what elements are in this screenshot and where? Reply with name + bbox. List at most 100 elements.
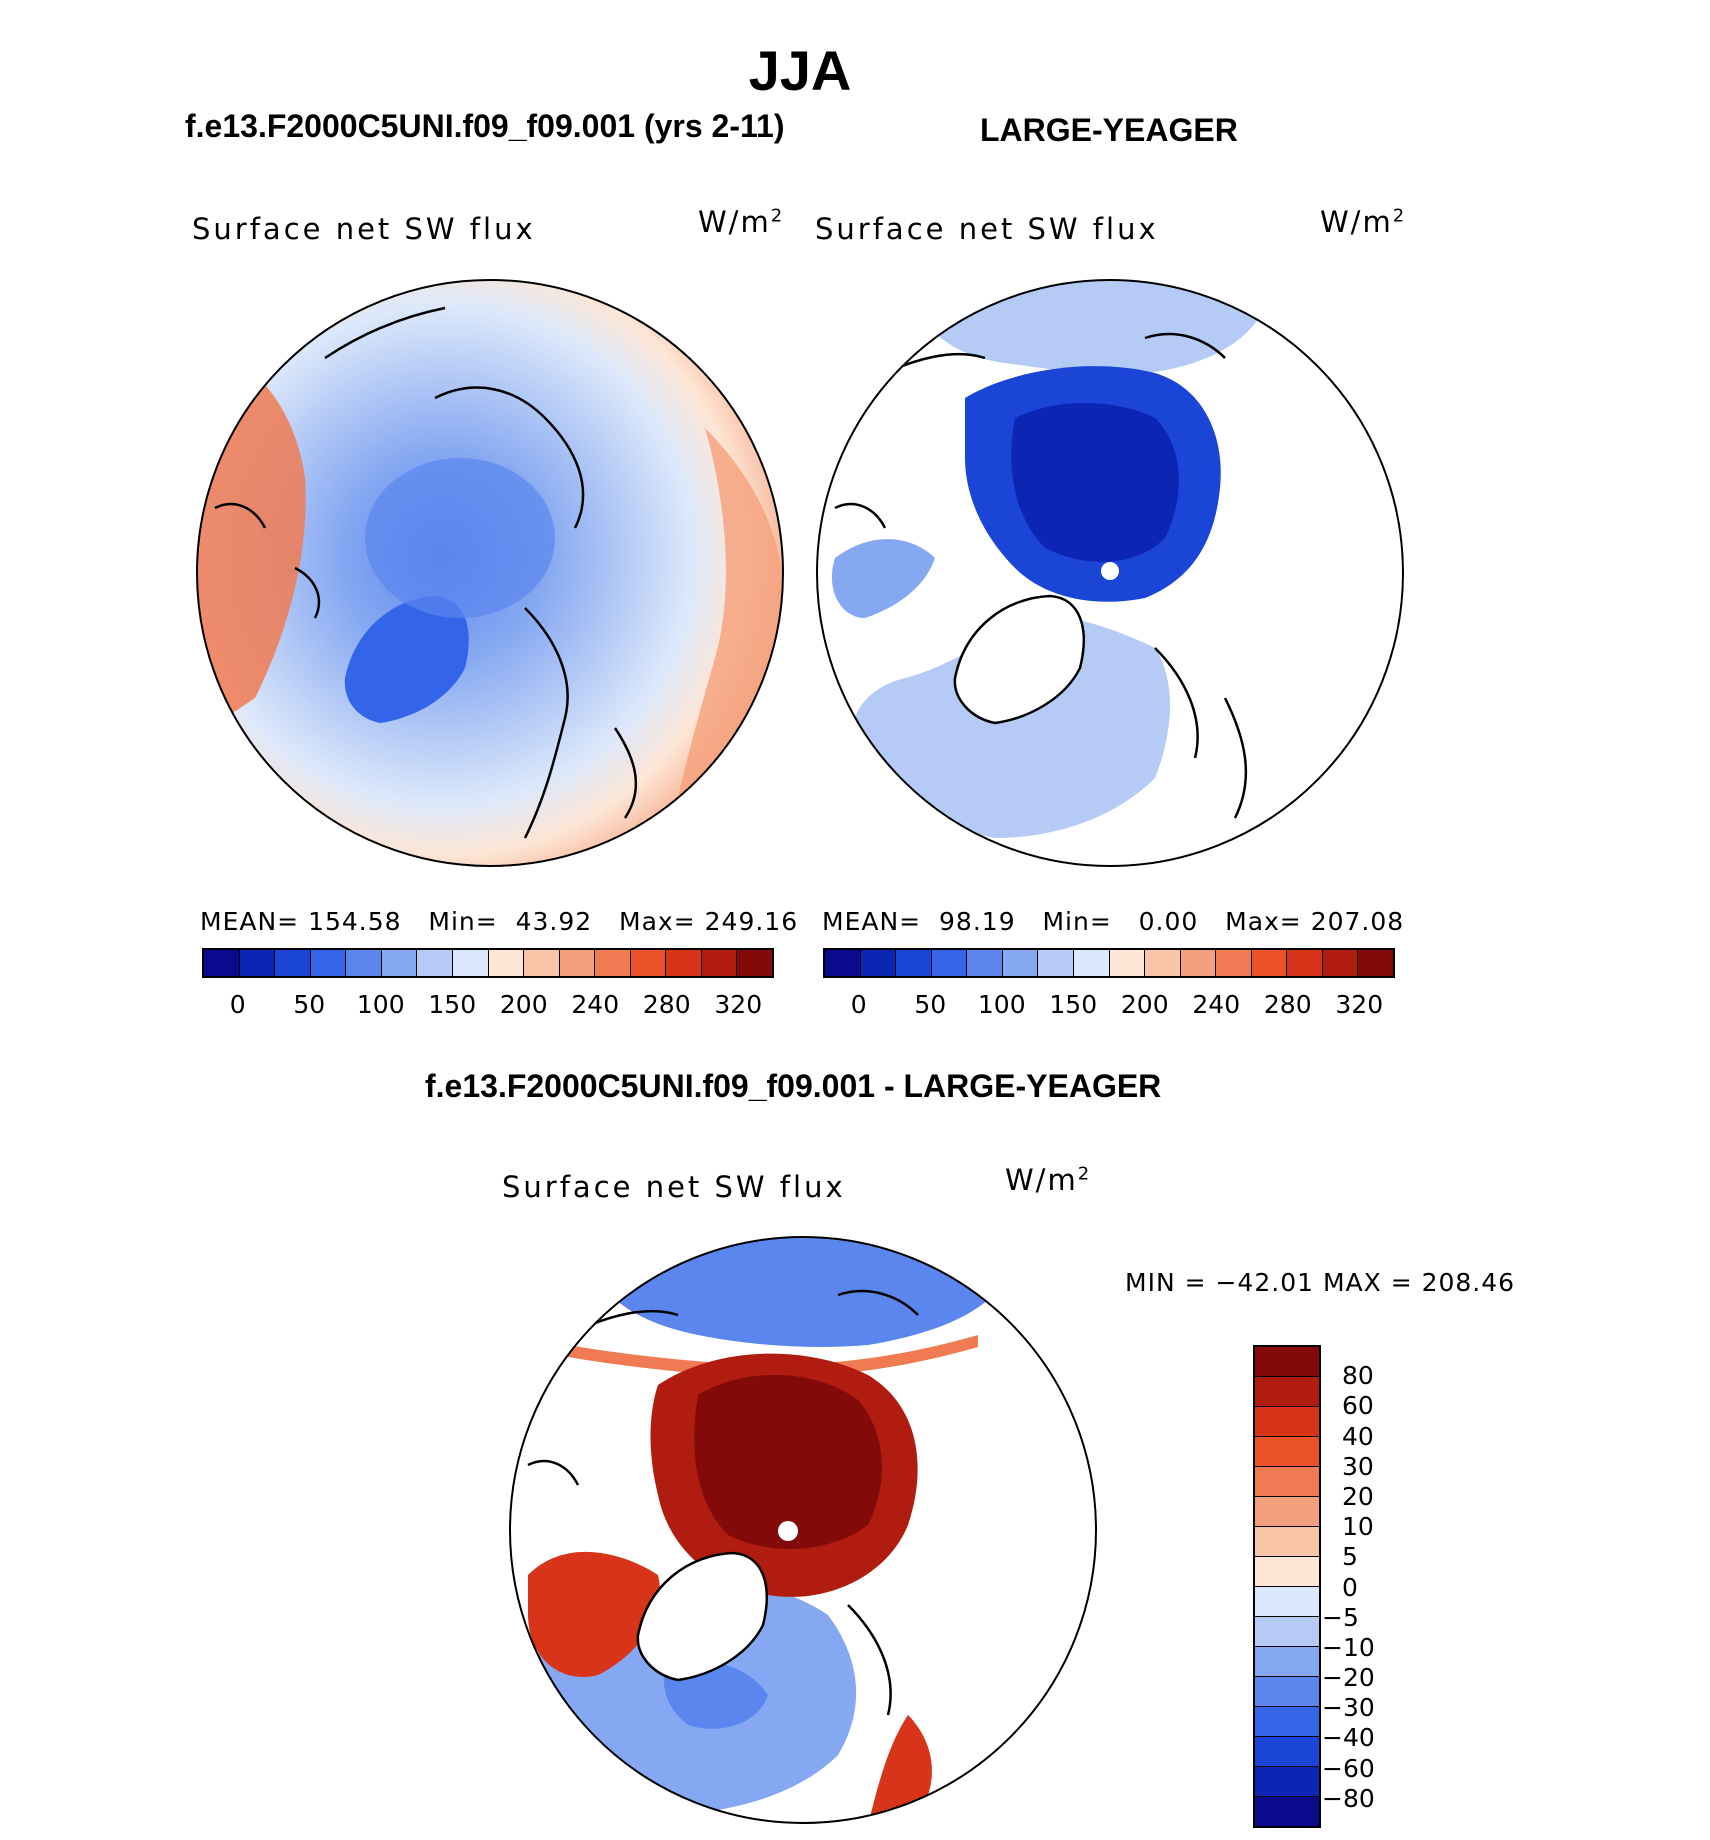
colorbar-tick-label: 30 bbox=[1342, 1451, 1374, 1481]
colorbar-swatch bbox=[416, 950, 452, 976]
panel1-variable-label: Surface net SW flux bbox=[192, 212, 536, 246]
colorbar-tick-label: 50 bbox=[914, 990, 947, 1019]
colorbar-swatch bbox=[700, 950, 737, 976]
colorbar-swatch bbox=[1255, 1586, 1319, 1616]
panel2-case-title: LARGE-YEAGER bbox=[980, 112, 1238, 148]
colorbar-swatch bbox=[665, 950, 701, 976]
colorbar-tick-label: 240 bbox=[571, 990, 620, 1019]
colorbar-tick-label: −20 bbox=[1322, 1663, 1375, 1693]
panel2-colorbar bbox=[823, 948, 1395, 978]
colorbar-swatch bbox=[1108, 950, 1145, 976]
panel2-sea-ice-core bbox=[1011, 403, 1179, 562]
colorbar-swatch bbox=[451, 950, 488, 976]
panel1-colorbar bbox=[202, 948, 774, 978]
colorbar-tick-label: −5 bbox=[1322, 1602, 1359, 1632]
colorbar-swatch bbox=[1255, 1556, 1319, 1586]
colorbar-swatch bbox=[1072, 950, 1109, 976]
colorbar-tick-label: −30 bbox=[1322, 1693, 1375, 1723]
colorbar-swatch bbox=[1255, 1526, 1319, 1556]
panel2-variable-label: Surface net SW flux bbox=[815, 212, 1159, 246]
colorbar-tick-label: 320 bbox=[1335, 990, 1384, 1019]
panel2-stats: MEAN= 98.19 Min= 0.00 Max= 207.08 bbox=[822, 907, 1405, 936]
colorbar-tick-label: 150 bbox=[428, 990, 477, 1019]
diff-pole-hole bbox=[778, 1521, 798, 1541]
panel2-atlantic-region bbox=[852, 608, 1170, 838]
colorbar-swatch bbox=[309, 950, 346, 976]
colorbar-swatch bbox=[1255, 1796, 1319, 1826]
colorbar-swatch bbox=[1255, 1676, 1319, 1706]
colorbar-swatch bbox=[1255, 1706, 1319, 1736]
colorbar-swatch bbox=[859, 950, 896, 976]
colorbar-swatch bbox=[1255, 1436, 1319, 1466]
colorbar-tick-label: 10 bbox=[1342, 1512, 1374, 1542]
colorbar-tick-label: 240 bbox=[1192, 990, 1241, 1019]
diff-variable-label: Surface net SW flux bbox=[502, 1170, 846, 1204]
colorbar-swatch bbox=[1255, 1466, 1319, 1496]
panel2-coastline bbox=[834, 332, 1248, 819]
panel1-coastline bbox=[214, 306, 638, 839]
colorbar-swatch bbox=[1144, 950, 1180, 976]
panel2-polar-map bbox=[816, 279, 1404, 867]
diff-ice-edge-band bbox=[528, 1551, 660, 1677]
diff-sea-ice-loss-core bbox=[694, 1374, 882, 1549]
colorbar-tick-label: 100 bbox=[356, 990, 405, 1019]
colorbar-swatch bbox=[1255, 1646, 1319, 1676]
colorbar-swatch bbox=[238, 950, 275, 976]
diff-colorbar bbox=[1253, 1345, 1321, 1828]
colorbar-swatch bbox=[274, 950, 310, 976]
colorbar-swatch bbox=[523, 950, 559, 976]
colorbar-swatch bbox=[1037, 950, 1073, 976]
diff-colorbar-ticks: 80 60 40 30 20 10 5 0 −5 −10 −20 −30 −40 −60 −80 bbox=[1322, 1345, 1450, 1828]
colorbar-tick-label: 0 bbox=[1342, 1572, 1358, 1602]
panel1-stats: MEAN= 154.58 Min= 43.92 Max= 249.16 bbox=[200, 907, 799, 936]
panel1-arctic-core bbox=[365, 458, 555, 618]
panel2-colorbar-ticks: 0 50 100 150 200 240 280 320 bbox=[823, 990, 1395, 1020]
colorbar-swatch bbox=[1255, 1496, 1319, 1526]
diff-polar-map bbox=[509, 1236, 1097, 1824]
colorbar-swatch bbox=[1286, 950, 1322, 976]
colorbar-swatch bbox=[204, 950, 239, 976]
colorbar-tick-label: 280 bbox=[642, 990, 691, 1019]
colorbar-swatch bbox=[1179, 950, 1216, 976]
colorbar-tick-label: 20 bbox=[1342, 1481, 1374, 1511]
panel1-colorbar-ticks: 0 50 100 150 200 240 280 320 bbox=[202, 990, 774, 1020]
diff-greenland bbox=[636, 1551, 768, 1682]
colorbar-swatch bbox=[825, 950, 860, 976]
colorbar-swatch bbox=[966, 950, 1002, 976]
colorbar-tick-label: −80 bbox=[1322, 1783, 1375, 1813]
colorbar-swatch bbox=[1255, 1616, 1319, 1646]
colorbar-tick-label: 50 bbox=[293, 990, 326, 1019]
panel2-hudson-region bbox=[831, 539, 935, 618]
diff-units: W/m2 bbox=[1005, 1163, 1092, 1197]
colorbar-swatch bbox=[1321, 950, 1358, 976]
colorbar-tick-label: 280 bbox=[1263, 990, 1312, 1019]
colorbar-swatch bbox=[1255, 1347, 1319, 1376]
colorbar-swatch bbox=[1357, 950, 1393, 976]
panel2-greenland bbox=[953, 594, 1085, 725]
colorbar-swatch bbox=[930, 950, 967, 976]
colorbar-tick-label: 150 bbox=[1049, 990, 1098, 1019]
diff-scandinavia-edge bbox=[868, 1715, 932, 1823]
diff-north-pacific-region bbox=[588, 1237, 1008, 1347]
panel2-units: W/m2 bbox=[1320, 205, 1407, 239]
colorbar-tick-label: 100 bbox=[977, 990, 1026, 1019]
colorbar-swatch bbox=[345, 950, 381, 976]
colorbar-swatch bbox=[1215, 950, 1251, 976]
colorbar-swatch bbox=[1255, 1736, 1319, 1766]
colorbar-tick-label: 40 bbox=[1342, 1421, 1374, 1451]
colorbar-swatch bbox=[736, 950, 772, 976]
colorbar-swatch bbox=[1001, 950, 1038, 976]
diff-pacific-ice-edge bbox=[568, 1335, 978, 1377]
colorbar-swatch bbox=[1255, 1766, 1319, 1796]
panel1-greenland bbox=[344, 596, 469, 723]
colorbar-swatch bbox=[895, 950, 931, 976]
diff-minmax: MIN = −42.01 MAX = 208.46 bbox=[1125, 1268, 1516, 1297]
panel1-polar-map bbox=[196, 279, 784, 867]
panel1-case-title: f.e13.F2000C5UNI.f09_f09.001 (yrs 2-11) bbox=[185, 108, 785, 144]
colorbar-tick-label: 200 bbox=[1120, 990, 1169, 1019]
colorbar-tick-label: 0 bbox=[229, 990, 246, 1019]
colorbar-swatch bbox=[594, 950, 630, 976]
colorbar-swatch bbox=[1255, 1376, 1319, 1406]
season-title: JJA bbox=[748, 39, 852, 102]
colorbar-swatch bbox=[1255, 1406, 1319, 1436]
